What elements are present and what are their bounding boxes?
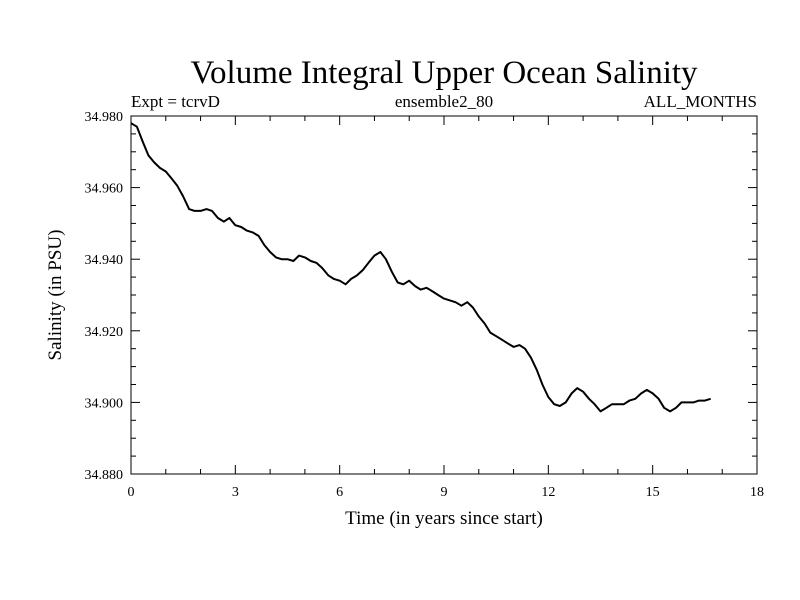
x-tick-label: 9 xyxy=(441,485,448,500)
x-tick-label: 18 xyxy=(750,485,764,500)
x-tick-label: 12 xyxy=(541,485,555,500)
ensemble-label: ensemble2_80 xyxy=(395,92,493,111)
y-tick-label: 34.900 xyxy=(85,396,124,411)
x-tick-label: 6 xyxy=(336,485,343,500)
experiment-label: Expt = tcrvD xyxy=(131,92,220,111)
months-label: ALL_MONTHS xyxy=(644,92,757,111)
y-tick-label: 34.880 xyxy=(85,468,124,483)
y-tick-label: 34.940 xyxy=(85,253,124,268)
x-tick-label: 3 xyxy=(232,485,239,500)
y-tick-label: 34.960 xyxy=(85,182,124,197)
x-tick-label: 0 xyxy=(128,485,135,500)
chart-title: Volume Integral Upper Ocean Salinity xyxy=(190,55,698,91)
y-tick-label: 34.920 xyxy=(85,325,124,340)
plot-frame xyxy=(130,115,758,475)
y-axis-label: Salinity (in PSU) xyxy=(45,230,66,361)
x-axis-label: Time (in years since start) xyxy=(345,508,543,529)
y-axis: 34.880 34.900 34.920 34.940 34.960 34.980 xyxy=(85,110,757,483)
y-tick-label: 34.980 xyxy=(85,110,124,125)
x-tick-label: 15 xyxy=(646,485,660,500)
salinity-series-line xyxy=(130,122,711,413)
x-axis: 0 3 6 9 12 15 18 xyxy=(128,116,764,500)
